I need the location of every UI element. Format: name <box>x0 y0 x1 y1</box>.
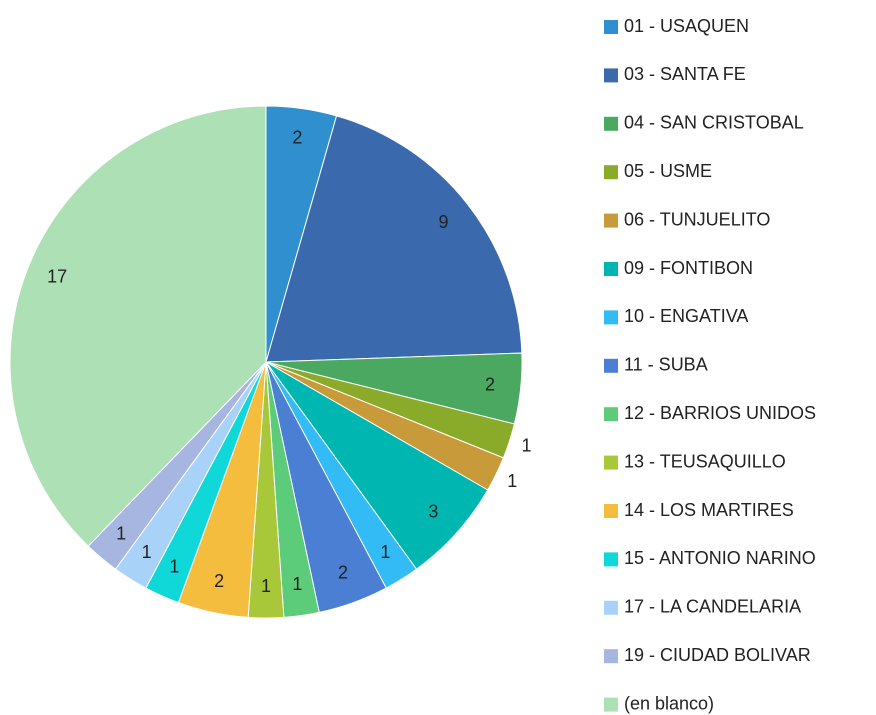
data-label: 1 <box>261 576 271 596</box>
legend-label: 13 - TEUSAQUILLO <box>624 451 786 471</box>
legend-label: 12 - BARRIOS UNIDOS <box>624 403 816 423</box>
data-label: 2 <box>214 571 224 591</box>
legend-label: 04 - SAN CRISTOBAL <box>624 113 804 133</box>
data-label: 1 <box>380 542 390 562</box>
data-label: 2 <box>292 128 302 148</box>
data-label: 1 <box>116 523 126 543</box>
data-label: 9 <box>439 212 449 232</box>
legend-swatch <box>604 116 618 131</box>
legend-swatch <box>604 504 618 518</box>
data-label: 1 <box>292 574 302 594</box>
data-label: 2 <box>338 562 348 582</box>
legend-swatch <box>604 649 618 664</box>
legend-label: (en blanco) <box>624 693 714 713</box>
data-label: 1 <box>507 471 517 491</box>
legend-label: 19 - CIUDAD BOLIVAR <box>624 645 811 665</box>
data-label: 1 <box>522 435 532 455</box>
legend-swatch <box>604 68 618 83</box>
legend-swatch <box>604 455 618 470</box>
legend-swatch <box>604 358 618 373</box>
legend-label: 14 - LOS MARTIRES <box>624 500 794 520</box>
legend-swatch <box>604 600 618 615</box>
data-label: 1 <box>142 542 152 562</box>
legend-label: 17 - LA CANDELARIA <box>624 597 801 617</box>
legend-swatch <box>604 407 618 422</box>
legend-swatch <box>604 165 618 180</box>
legend-swatch <box>604 310 618 325</box>
legend-label: 10 - ENGATIVA <box>624 306 748 326</box>
data-label: 1 <box>169 557 179 577</box>
legend-swatch <box>604 20 618 34</box>
legend-label: 05 - USME <box>624 161 712 181</box>
legend-swatch <box>604 262 618 276</box>
pie-slice <box>9 105 267 547</box>
legend-label: 15 - ANTONIO NARINO <box>624 548 816 568</box>
legend-label: 03 - SANTA FE <box>624 64 746 84</box>
data-label: 2 <box>485 374 495 394</box>
legend-swatch <box>604 213 618 228</box>
pie-slice <box>265 115 523 363</box>
legend-label: 06 - TUNJUELITO <box>624 209 770 229</box>
legend-label: 01 - USAQUEN <box>624 16 749 36</box>
data-label: 17 <box>47 266 67 286</box>
pie-slice <box>265 361 489 570</box>
legend-swatch <box>604 697 618 712</box>
legend-swatch <box>604 552 618 567</box>
legend-label: 11 - SUBA <box>624 355 708 375</box>
data-label: 3 <box>428 501 438 521</box>
legend-label: 09 - FONTIBON <box>624 258 753 278</box>
